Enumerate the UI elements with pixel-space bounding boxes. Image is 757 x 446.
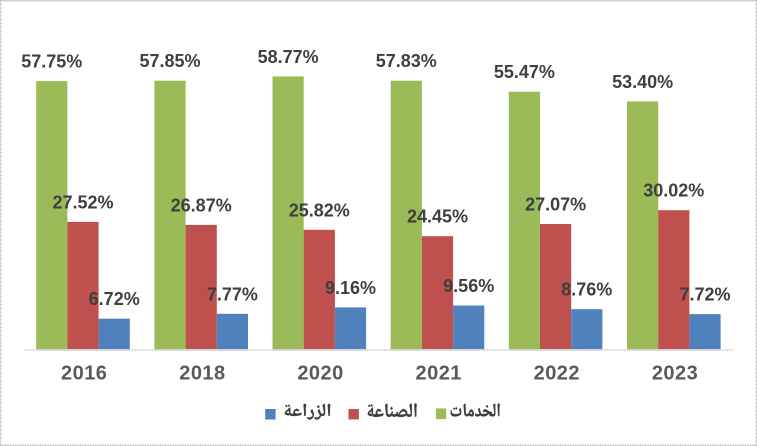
svg-text:7.72%: 7.72% bbox=[679, 285, 730, 305]
svg-text:2021: 2021 bbox=[416, 363, 462, 385]
svg-text:26.87%: 26.87% bbox=[171, 195, 232, 215]
svg-text:57.83%: 57.83% bbox=[376, 51, 437, 71]
svg-text:2023: 2023 bbox=[652, 363, 698, 385]
svg-text:27.52%: 27.52% bbox=[52, 192, 113, 212]
svg-text:30.02%: 30.02% bbox=[643, 181, 704, 201]
svg-text:53.40%: 53.40% bbox=[612, 72, 673, 92]
svg-text:57.75%: 57.75% bbox=[21, 52, 82, 72]
svg-text:24.45%: 24.45% bbox=[407, 207, 468, 227]
svg-text:58.77%: 58.77% bbox=[258, 47, 319, 67]
svg-text:9.56%: 9.56% bbox=[443, 276, 494, 296]
svg-text:7.77%: 7.77% bbox=[207, 284, 258, 304]
svg-text:57.85%: 57.85% bbox=[139, 51, 200, 71]
svg-text:2016: 2016 bbox=[61, 363, 107, 385]
svg-text:2018: 2018 bbox=[179, 363, 225, 385]
svg-text:2022: 2022 bbox=[534, 363, 580, 385]
svg-text:2020: 2020 bbox=[297, 363, 343, 385]
svg-text:9.16%: 9.16% bbox=[325, 278, 376, 298]
svg-text:25.82%: 25.82% bbox=[289, 200, 350, 220]
svg-text:55.47%: 55.47% bbox=[494, 62, 555, 82]
svg-text:8.76%: 8.76% bbox=[561, 280, 612, 300]
svg-text:27.07%: 27.07% bbox=[525, 195, 586, 215]
svg-text:6.72%: 6.72% bbox=[89, 289, 140, 309]
